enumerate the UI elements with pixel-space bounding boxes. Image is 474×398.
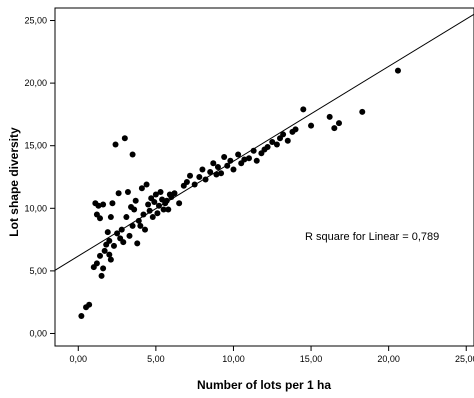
data-point — [94, 260, 100, 266]
data-point — [221, 154, 227, 160]
data-point — [150, 214, 156, 220]
data-point — [359, 109, 365, 115]
data-point — [265, 144, 271, 150]
y-axis-title: Lot shape diversity — [7, 127, 21, 237]
y-axis: 0,00 5,00 10,00 15,00 20,00 25,00 — [24, 16, 55, 339]
data-point — [131, 207, 137, 213]
data-point — [196, 174, 202, 180]
data-point — [116, 190, 122, 196]
data-point — [102, 248, 108, 254]
data-point — [184, 179, 190, 185]
data-point — [246, 155, 252, 161]
data-point — [154, 210, 160, 216]
x-tick-label: 20,00 — [377, 354, 400, 364]
data-point — [218, 170, 224, 176]
data-point — [203, 177, 209, 183]
data-point — [86, 302, 92, 308]
x-tick-label: 15,00 — [300, 354, 323, 364]
y-tick-label: 15,00 — [24, 141, 47, 151]
data-point — [134, 240, 140, 246]
data-point — [230, 166, 236, 172]
data-point — [192, 182, 198, 188]
data-point — [158, 189, 164, 195]
data-point — [100, 265, 106, 271]
data-point — [100, 202, 106, 208]
data-point — [108, 214, 114, 220]
x-tick-label: 10,00 — [222, 354, 245, 364]
x-tick-label: 25,00 — [455, 354, 474, 364]
data-point — [300, 106, 306, 112]
data-point — [308, 123, 314, 129]
data-point — [108, 257, 114, 263]
data-point — [215, 164, 221, 170]
plot-area — [55, 8, 474, 346]
data-point — [113, 141, 119, 147]
data-point — [97, 215, 103, 221]
data-point — [123, 214, 129, 220]
data-point — [164, 198, 170, 204]
data-point — [97, 253, 103, 259]
data-point — [99, 273, 105, 279]
data-point — [327, 114, 333, 120]
data-point — [395, 68, 401, 74]
data-point — [235, 151, 241, 157]
data-point — [119, 227, 125, 233]
data-point — [106, 238, 112, 244]
x-axis: 0,00 5,00 10,00 15,00 20,00 25,00 — [70, 346, 474, 364]
data-point — [126, 233, 132, 239]
data-point — [130, 223, 136, 229]
data-point — [120, 239, 126, 245]
y-tick-label: 10,00 — [24, 203, 47, 213]
y-tick-label: 5,00 — [29, 266, 47, 276]
data-point — [207, 169, 213, 175]
data-point — [331, 125, 337, 131]
data-point — [125, 189, 131, 195]
data-point — [171, 190, 177, 196]
data-point — [254, 158, 260, 164]
data-point — [109, 200, 115, 206]
data-point — [199, 166, 205, 172]
data-point — [139, 185, 145, 191]
data-point — [114, 230, 120, 236]
data-point — [130, 151, 136, 157]
data-point — [176, 200, 182, 206]
y-tick-label: 25,00 — [24, 16, 47, 26]
data-point — [145, 202, 151, 208]
data-point — [144, 182, 150, 188]
data-point — [151, 199, 157, 205]
data-point — [280, 131, 286, 137]
data-point — [137, 223, 143, 229]
y-tick-label: 20,00 — [24, 78, 47, 88]
data-point — [210, 160, 216, 166]
data-point — [78, 313, 84, 319]
data-point — [142, 227, 148, 233]
data-point — [147, 208, 153, 214]
data-point — [274, 141, 280, 147]
data-point — [187, 173, 193, 179]
data-point — [251, 148, 257, 154]
data-point — [227, 158, 233, 164]
data-point — [285, 138, 291, 144]
data-point — [133, 198, 139, 204]
x-axis-title: Number of lots per 1 ha — [197, 378, 331, 392]
data-point — [156, 203, 162, 209]
x-tick-label: 0,00 — [70, 354, 88, 364]
data-point — [293, 126, 299, 132]
data-point — [122, 135, 128, 141]
data-point — [336, 120, 342, 126]
data-point — [111, 243, 117, 249]
data-point — [224, 163, 230, 169]
data-point — [140, 212, 146, 218]
y-tick-label: 0,00 — [29, 328, 47, 338]
data-point — [165, 207, 171, 213]
r-square-annotation: R square for Linear = 0,789 — [305, 231, 439, 243]
x-tick-label: 5,00 — [147, 354, 165, 364]
data-point — [105, 229, 111, 235]
